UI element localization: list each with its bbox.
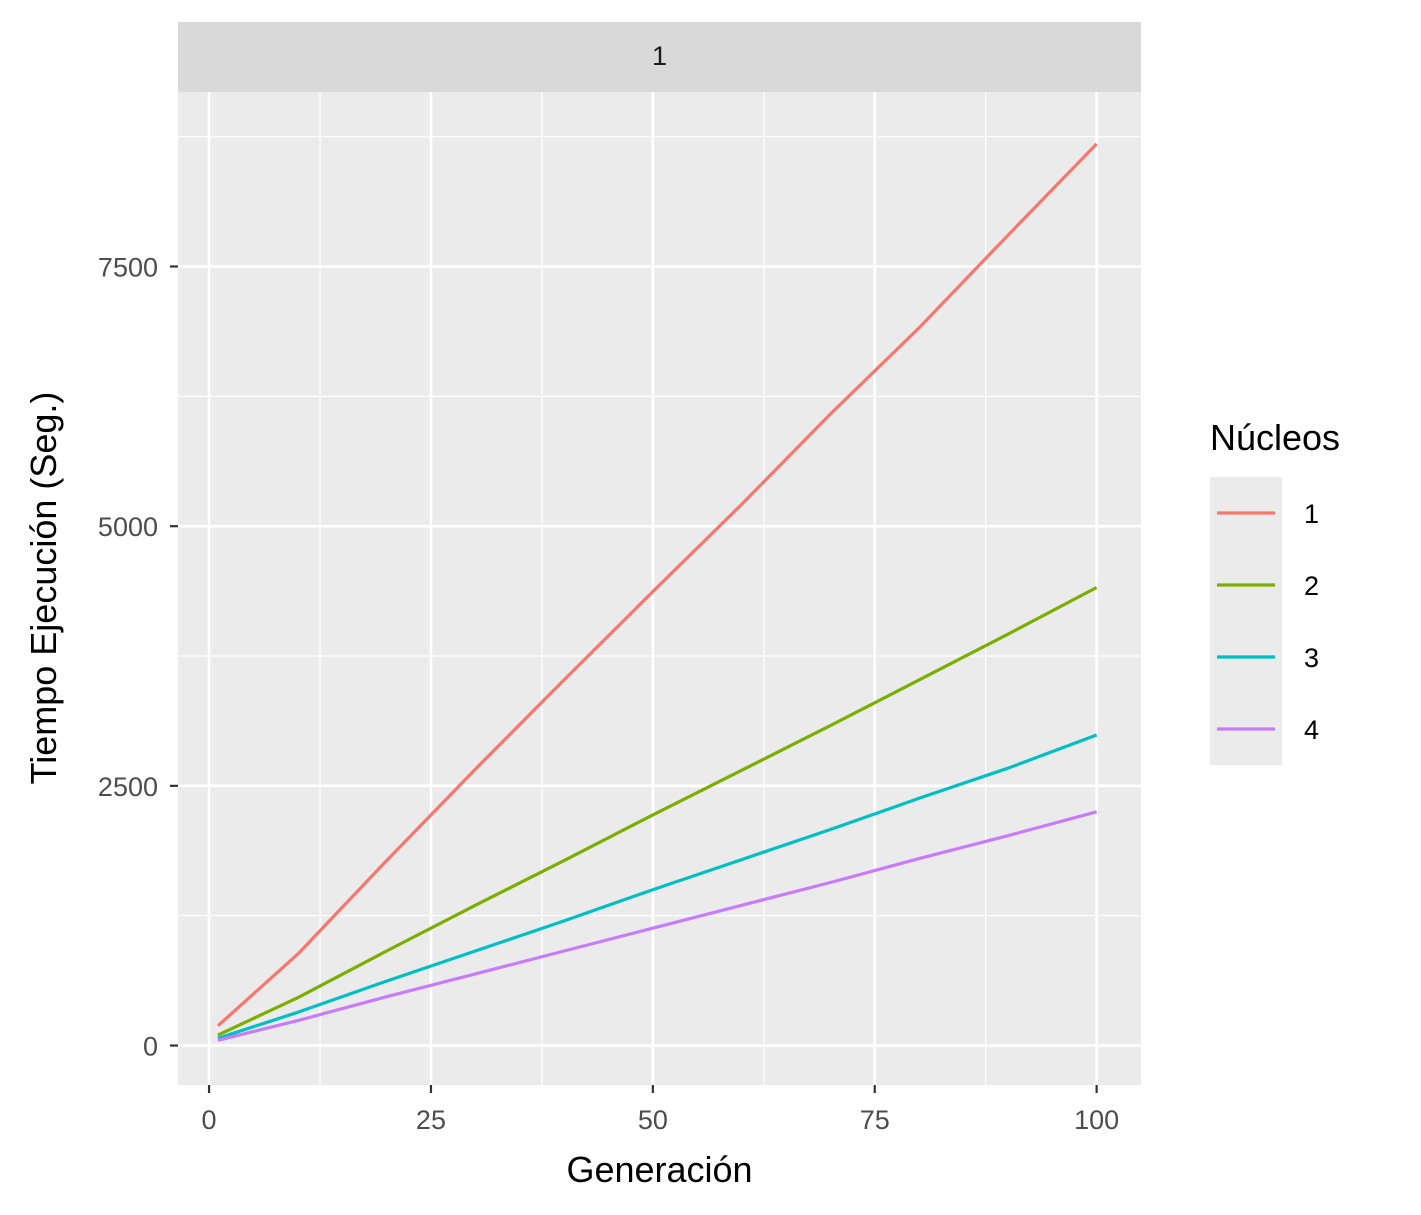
series-line-2: [217, 586, 1098, 1037]
facet-strip: 1: [178, 22, 1141, 92]
legend-key-background: [1210, 477, 1282, 765]
y-axis: 0 2500 5000 7500: [98, 253, 178, 1062]
legend-label: 2: [1304, 571, 1319, 601]
legend-item-2: 2: [1217, 571, 1319, 601]
legend: Núcleos 1 2 3 4: [1210, 417, 1340, 765]
y-tick-label: 5000: [98, 512, 158, 542]
legend-item-4: 4: [1217, 715, 1319, 745]
legend-label: 3: [1304, 643, 1319, 673]
x-axis-title: Generación: [566, 1149, 752, 1190]
series-line-4: [217, 810, 1098, 1042]
legend-label: 1: [1304, 499, 1319, 529]
y-tick-label: 0: [143, 1032, 158, 1062]
x-tick-label: 75: [860, 1105, 890, 1135]
x-tick-label: 25: [416, 1105, 446, 1135]
x-tick-label: 50: [638, 1105, 668, 1135]
y-axis-title: Tiempo Ejecución (Seg.): [23, 392, 64, 785]
y-tick-label: 7500: [98, 253, 158, 283]
y-tick-label: 2500: [98, 772, 158, 802]
facet-strip-label: 1: [652, 41, 667, 71]
plot-panel: [178, 92, 1141, 1085]
x-tick-label: 100: [1074, 1105, 1119, 1135]
x-axis: 0 25 50 75 100: [202, 1085, 1119, 1135]
legend-item-3: 3: [1217, 643, 1319, 673]
series-lines: [216, 142, 1098, 1042]
series-line-3: [217, 733, 1098, 1040]
legend-label: 4: [1304, 715, 1319, 745]
major-gridlines: [178, 92, 1141, 1085]
facet-strip-background: [178, 22, 1141, 92]
legend-item-1: 1: [1217, 499, 1319, 529]
x-tick-label: 0: [202, 1105, 217, 1135]
legend-items: 1 2 3 4: [1217, 499, 1319, 745]
series-line-1: [216, 142, 1098, 1027]
legend-title: Núcleos: [1210, 417, 1340, 458]
